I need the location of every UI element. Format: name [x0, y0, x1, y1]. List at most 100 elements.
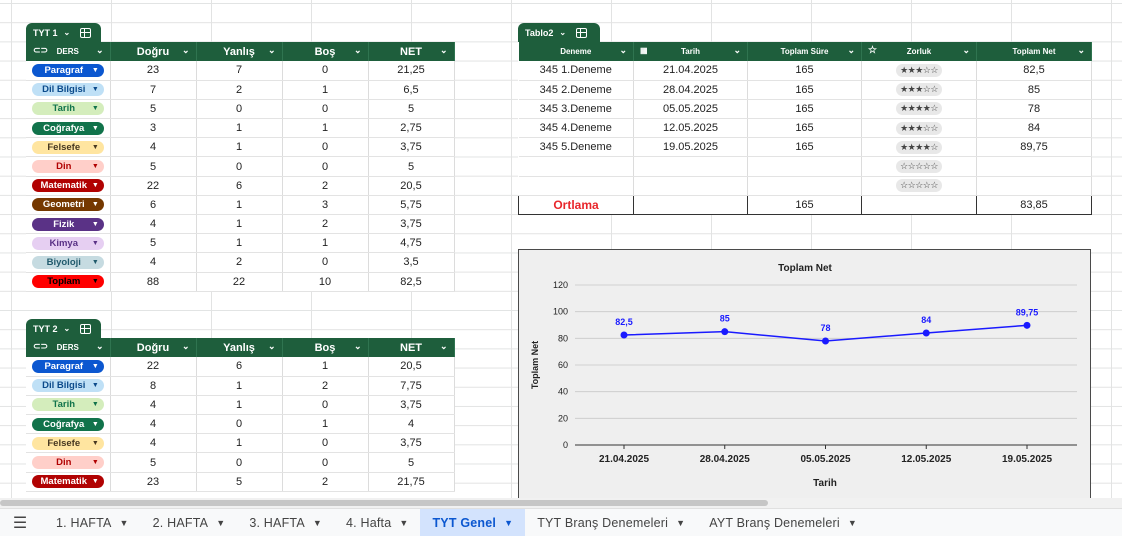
exam-name-cell[interactable]: 345 5.Deneme [518, 137, 634, 158]
subject-cell[interactable]: Coğrafya ▼ [26, 414, 111, 435]
empty-cell[interactable]: 0 [282, 61, 369, 81]
difficulty-cell[interactable]: ★★★★☆ [861, 99, 977, 120]
average-empty-cell[interactable] [633, 194, 748, 216]
chevron-down-icon[interactable]: ⌄ [353, 45, 362, 55]
subject-cell[interactable]: Dil Bilgisi ▼ [26, 376, 111, 396]
subject-cell[interactable]: Din ▼ [26, 452, 111, 473]
subject-cell[interactable]: Paragraf ▼ [26, 357, 111, 377]
wrong-cell[interactable]: 0 [196, 99, 283, 120]
duration-cell[interactable]: 165 [747, 61, 862, 81]
chevron-down-icon[interactable]: ⌄ [439, 341, 448, 351]
wrong-cell[interactable]: 22 [196, 272, 283, 292]
subject-dropdown-chip[interactable]: Toplam ▼ [31, 275, 104, 289]
duration-cell[interactable] [747, 176, 862, 196]
chevron-down-icon[interactable]: ⌄ [95, 45, 104, 55]
empty-cell[interactable]: 0 [282, 156, 369, 177]
subject-cell[interactable]: Toplam ▼ [26, 272, 111, 292]
wrong-cell[interactable]: 6 [196, 176, 283, 196]
empty-cell[interactable]: 10 [282, 272, 369, 292]
net-cell[interactable]: 5,75 [368, 195, 455, 216]
correct-cell[interactable]: 4 [110, 214, 197, 235]
column-header[interactable]: NET ⌄ [368, 42, 455, 61]
net-cell[interactable]: 3,5 [368, 252, 455, 273]
table-grid-icon[interactable] [80, 323, 92, 334]
column-header[interactable]: Doğru ⌄ [110, 42, 197, 61]
chevron-down-icon[interactable]: ⌄ [1077, 45, 1085, 55]
column-header[interactable]: Yanlış ⌄ [196, 338, 283, 357]
total-net-cell[interactable]: 89,75 [976, 137, 1092, 158]
column-header[interactable]: Deneme ⌄ [518, 42, 634, 61]
difficulty-cell[interactable]: ★★★★☆ [861, 137, 977, 158]
date-cell[interactable]: 19.05.2025 [633, 137, 748, 158]
chevron-down-icon[interactable]: ⌄ [267, 341, 276, 351]
correct-cell[interactable]: 4 [110, 252, 197, 273]
wrong-cell[interactable]: 1 [196, 118, 283, 139]
date-cell[interactable]: 21.04.2025 [633, 61, 748, 81]
subject-cell[interactable]: Geometri ▼ [26, 195, 111, 216]
correct-cell[interactable]: 4 [110, 137, 197, 158]
chevron-down-icon[interactable]: ⌄ [63, 28, 71, 37]
date-cell[interactable] [633, 156, 748, 177]
subject-dropdown-chip[interactable]: Dil Bilgisi ▼ [31, 83, 104, 97]
star-rating[interactable]: ★★★☆☆ [896, 83, 942, 97]
correct-cell[interactable]: 7 [110, 80, 197, 100]
table-grid-icon[interactable] [576, 27, 588, 38]
empty-cell[interactable]: 1 [282, 118, 369, 139]
exam-name-cell[interactable]: 345 4.Deneme [518, 118, 634, 139]
table-grid-icon[interactable] [80, 27, 92, 38]
chevron-down-icon[interactable]: ⌄ [619, 45, 627, 55]
subject-dropdown-chip[interactable]: Tarih ▼ [31, 398, 104, 412]
caret-down-icon[interactable]: ▼ [847, 517, 857, 528]
correct-cell[interactable]: 5 [110, 156, 197, 177]
exam-name-cell[interactable]: 345 3.Deneme [518, 99, 634, 120]
star-rating[interactable]: ★★★★☆ [896, 102, 942, 116]
subject-cell[interactable]: Kimya ▼ [26, 233, 111, 254]
chevron-down-icon[interactable]: ⌄ [559, 28, 567, 37]
empty-cell[interactable]: 0 [282, 395, 369, 416]
subject-dropdown-chip[interactable]: Biyoloji ▼ [31, 255, 104, 269]
difficulty-cell[interactable]: ☆☆☆☆☆ [861, 176, 977, 196]
chevron-down-icon[interactable]: ⌄ [962, 45, 970, 55]
total-net-cell[interactable]: 82,5 [976, 61, 1092, 81]
subject-cell[interactable]: Felsefe ▼ [26, 433, 111, 454]
chevron-down-icon[interactable]: ⌄ [439, 45, 448, 55]
total-net-cell[interactable]: 84 [976, 118, 1092, 139]
empty-cell[interactable]: 2 [282, 376, 369, 396]
exam-name-cell[interactable] [518, 156, 634, 177]
all-sheets-menu-icon[interactable]: ☰ [12, 514, 28, 532]
net-cell[interactable]: 3,75 [368, 395, 455, 416]
correct-cell[interactable]: 4 [110, 395, 197, 416]
chevron-down-icon[interactable]: ⌄ [267, 45, 276, 55]
data-point[interactable] [620, 331, 628, 339]
column-header[interactable]: ☆ Zorluk ⌄ [861, 42, 977, 61]
caret-down-icon[interactable]: ▼ [504, 517, 514, 528]
date-cell[interactable]: 12.05.2025 [633, 118, 748, 139]
subject-dropdown-chip[interactable]: Matematik ▼ [31, 475, 104, 489]
sheet-tab[interactable]: 2. HAFTA ▼ [141, 509, 238, 536]
chevron-down-icon[interactable]: ⌄ [63, 324, 71, 333]
duration-cell[interactable] [747, 156, 862, 177]
subject-dropdown-chip[interactable]: Felsefe ▼ [31, 436, 104, 450]
net-cell[interactable]: 7,75 [368, 376, 455, 396]
wrong-cell[interactable]: 1 [196, 233, 283, 254]
correct-cell[interactable]: 4 [110, 433, 197, 454]
correct-cell[interactable]: 23 [110, 472, 197, 492]
chevron-down-icon[interactable]: ⌄ [353, 341, 362, 351]
caret-down-icon[interactable]: ▼ [399, 517, 409, 528]
subject-dropdown-chip[interactable]: Din ▼ [31, 160, 104, 174]
subject-dropdown-chip[interactable]: Tarih ▼ [31, 102, 104, 116]
wrong-cell[interactable]: 0 [196, 414, 283, 435]
difficulty-cell[interactable]: ★★★☆☆ [861, 80, 977, 100]
sheet-tab[interactable]: 4. Hafta ▼ [334, 509, 420, 536]
wrong-cell[interactable]: 7 [196, 61, 283, 81]
wrong-cell[interactable]: 1 [196, 433, 283, 454]
data-point[interactable] [822, 337, 829, 345]
sheet-tab[interactable]: 1. HAFTA ▼ [44, 509, 141, 536]
column-header[interactable]: Boş ⌄ [282, 42, 369, 61]
empty-cell[interactable]: 1 [282, 357, 369, 377]
subject-dropdown-chip[interactable]: Dil Bilgisi ▼ [31, 379, 104, 393]
duration-cell[interactable]: 165 [747, 80, 862, 100]
net-cell[interactable]: 5 [368, 452, 455, 473]
wrong-cell[interactable]: 1 [196, 137, 283, 158]
correct-cell[interactable]: 22 [110, 357, 197, 377]
